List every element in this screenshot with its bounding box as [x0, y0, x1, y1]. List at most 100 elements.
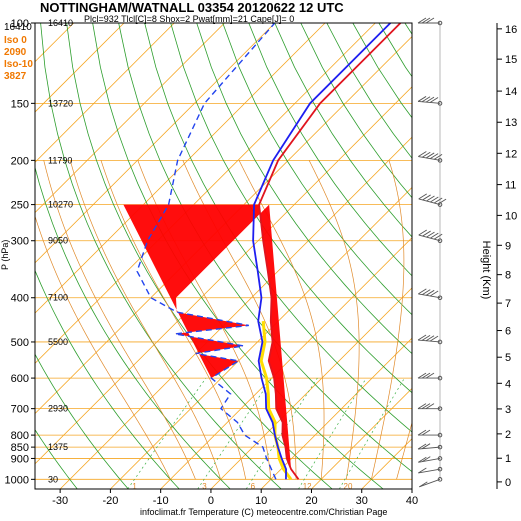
dry-adiabat-line	[222, 23, 412, 316]
pressure-tick-label: 100	[11, 18, 29, 30]
wind-barb	[418, 229, 443, 244]
pressure-tick-label: 900	[11, 453, 29, 465]
standard-height-label: 1375	[48, 442, 68, 452]
parcel-path	[259, 320, 293, 481]
height-tick-label: 15	[505, 54, 517, 66]
iso10-label: Iso-10	[4, 59, 33, 70]
mixing-ratio-line	[197, 377, 273, 489]
isotherm-line	[210, 287, 412, 489]
standard-height-labels: 1641013720117901027090507100550029301375…	[48, 18, 73, 484]
height-tick-label: 11	[505, 180, 516, 192]
wind-barb	[417, 403, 443, 411]
standard-height-label: 11790	[48, 155, 72, 165]
wind-barb	[418, 151, 443, 163]
wind-barb	[417, 334, 443, 345]
dry-adiabat-line	[35, 429, 78, 489]
isotherm-line	[59, 136, 412, 489]
pressure-tick-label: 850	[11, 442, 29, 454]
standard-height-label: 13720	[48, 98, 73, 108]
iso10-value: 3827	[4, 71, 27, 82]
moist-adiabat-line	[396, 421, 412, 480]
wind-barb	[417, 429, 443, 438]
height-tick-label: 3	[505, 404, 511, 416]
mixing-ratio-label: 6	[251, 482, 256, 491]
mixing-ratio-label: 20	[344, 482, 353, 491]
x-tick-label: -10	[153, 495, 169, 507]
mixing-ratio-label: 1	[132, 482, 137, 491]
top-height-label: 16410	[4, 22, 32, 33]
diagram-background-lines: 1 3 6 12 20	[35, 23, 412, 491]
moist-adiabat-line	[371, 160, 405, 480]
height-tick-label: 4	[505, 378, 511, 390]
pressure-tick-label: 250	[11, 200, 29, 212]
dry-adiabat-line	[248, 23, 412, 277]
dry-adiabat-line	[40, 23, 282, 489]
pressure-tick-label: 300	[11, 236, 29, 248]
mixing-ratio-label: 12	[303, 482, 312, 491]
height-tick-label: 13	[505, 117, 517, 129]
moist-adiabat-line	[69, 160, 221, 480]
x-tick-label: 40	[406, 495, 418, 507]
dry-adiabat-line	[35, 166, 231, 489]
height-tick-label: 10	[505, 210, 517, 222]
x-tick-label: 10	[255, 495, 267, 507]
mixing-ratio-line	[298, 377, 367, 489]
height-tick-label: 1	[505, 453, 511, 465]
wind-barb	[418, 288, 443, 301]
pressure-tick-label: 400	[11, 293, 29, 305]
iso0-label: Iso 0	[4, 35, 27, 46]
x-tick-label: 0	[208, 495, 214, 507]
pressure-tick-label: 200	[11, 155, 29, 167]
dry-adiabat-line	[35, 269, 180, 489]
height-tick-label: 12	[505, 148, 517, 160]
chart-subtitle: Plcl=932 Tlcl[C]=8 Shox=2 Pwat[mm]=21 Ca…	[84, 14, 294, 24]
wind-barb	[417, 443, 443, 450]
chart-title: NOTTINGHAM/WATNALL 03354 20120622 12 UTC	[40, 0, 344, 15]
x-tick-label: 30	[356, 495, 368, 507]
cape-area	[123, 204, 292, 470]
isotherm-line	[35, 23, 276, 264]
wind-barb	[417, 372, 443, 381]
pressure-tick-label: 150	[11, 98, 29, 110]
temperature-line	[258, 23, 402, 480]
wind-barb	[418, 466, 443, 474]
standard-height-label: 2930	[48, 404, 68, 414]
height-tick-label: 8	[505, 270, 511, 282]
mixing-ratio-label: 3	[202, 482, 207, 491]
isotherm-line	[35, 86, 412, 465]
height-tick-label: 16	[505, 24, 517, 36]
wind-barb-column	[417, 17, 447, 488]
dry-adiabat-line	[196, 23, 412, 355]
pressure-tick-label: 1000	[5, 474, 29, 486]
height-tick-label: 9	[505, 240, 511, 252]
dewpoint-dashed-line	[136, 23, 277, 480]
wind-barb	[417, 96, 443, 106]
moist-adiabat-line	[308, 160, 360, 480]
standard-height-label: 9050	[48, 236, 68, 246]
dry-adiabat-line	[274, 23, 412, 238]
height-axis-label: Height (Km)	[480, 241, 492, 300]
isotherm-line	[35, 23, 326, 314]
wind-barb	[418, 193, 447, 207]
y-axis-label: P (hPa)	[0, 240, 10, 270]
standard-height-label: 30	[48, 474, 58, 484]
dry-adiabat-line	[35, 353, 129, 489]
isotherm-line	[110, 186, 412, 489]
isotherm-line	[35, 23, 225, 214]
wind-barb	[419, 477, 443, 488]
moist-adiabat-line	[238, 160, 325, 480]
dry-adiabat-line	[170, 23, 412, 394]
x-tick-label: -30	[52, 495, 68, 507]
moist-adiabat-line	[43, 160, 196, 480]
moist-adiabat-line	[100, 160, 247, 480]
height-tick-label: 14	[505, 86, 517, 98]
dry-adiabat-line	[352, 23, 412, 119]
height-tick-label: 2	[505, 429, 511, 441]
isotherm-line	[35, 23, 175, 163]
dry-adiabat-line	[378, 23, 412, 78]
pressure-tick-label: 500	[11, 337, 29, 349]
x-axis-ticks: -30 -20 -10 0 10 20 30 40	[52, 489, 418, 507]
